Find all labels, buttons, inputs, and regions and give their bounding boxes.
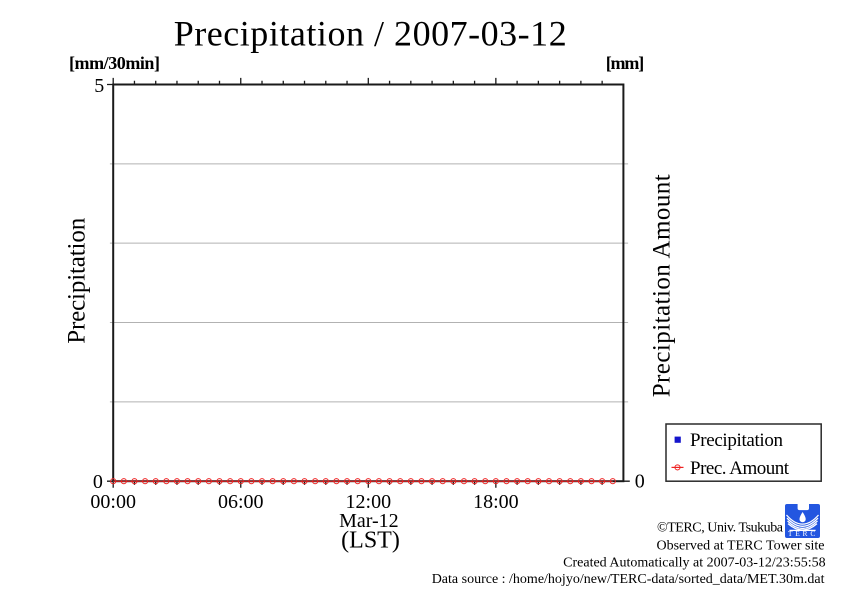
svg-text:Precipitation: Precipitation [63, 217, 90, 344]
svg-text:0: 0 [635, 471, 645, 493]
svg-text:[mm/30min]: [mm/30min] [69, 53, 160, 73]
svg-text:Precipitation / 2007-03-12: Precipitation / 2007-03-12 [174, 14, 567, 54]
svg-text:Precipitation Amount: Precipitation Amount [649, 174, 676, 397]
svg-text:12:00: 12:00 [346, 491, 392, 513]
svg-text:5: 5 [94, 75, 104, 97]
svg-text:06:00: 06:00 [218, 491, 264, 513]
svg-text:00:00: 00:00 [90, 491, 136, 513]
svg-text:Data source : /home/hojyo/new/: Data source : /home/hojyo/new/TERC-data/… [432, 572, 825, 587]
svg-text:18:00: 18:00 [473, 491, 519, 513]
svg-text:0: 0 [93, 471, 103, 493]
svg-text:Prec. Amount: Prec. Amount [690, 458, 790, 479]
svg-text:Mar-12: Mar-12 [339, 510, 399, 532]
svg-text:[mm]: [mm] [606, 53, 645, 73]
svg-text:Created Automatically at 2007-: Created Automatically at 2007-03-12/23:5… [563, 555, 825, 570]
svg-text:Precipitation: Precipitation [690, 430, 784, 451]
svg-text:Observed at TERC Tower site: Observed at TERC Tower site [656, 539, 824, 554]
svg-text:©TERC, Univ. Tsukuba: ©TERC, Univ. Tsukuba [657, 521, 784, 536]
svg-text:TERC: TERC [788, 529, 818, 538]
svg-text:(LST): (LST) [341, 528, 400, 554]
